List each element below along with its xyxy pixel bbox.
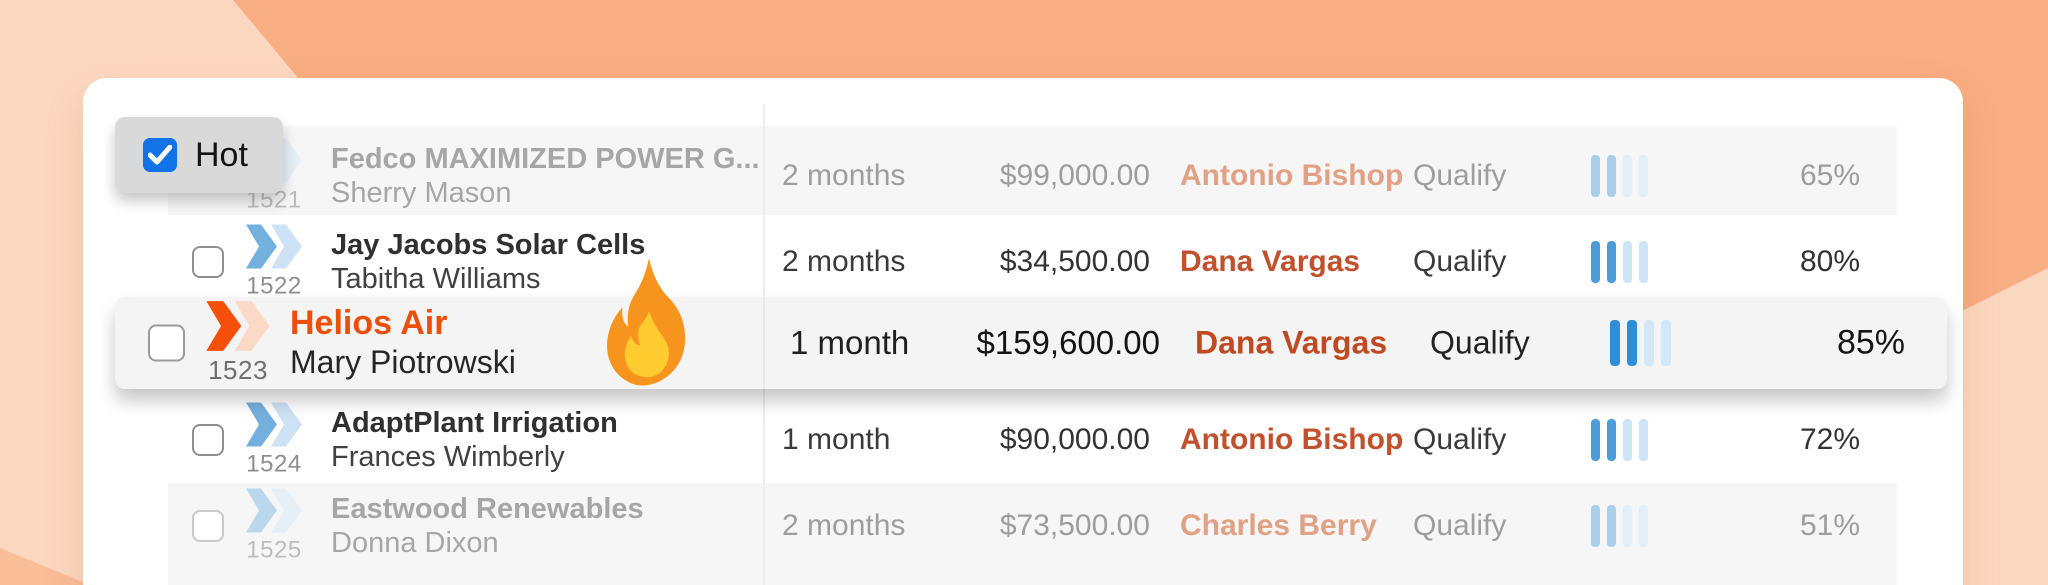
checked-checkbox-icon[interactable] [143,138,177,172]
contact-name: Donna Dixon [331,527,499,559]
column-divider [763,297,765,389]
amount-cell: $99,000.00 [999,159,1150,192]
table-row[interactable]: 1524 AdaptPlant Irrigation Frances Wimbe… [168,395,1897,485]
owner-cell: Dana Vargas [1195,324,1388,361]
deals-table-card: 1521 Fedco MAXIMIZED POWER G... Sherry M… [83,78,1963,585]
row-checkbox[interactable] [192,424,224,456]
owner-cell: Dana Vargas [1180,245,1361,278]
stage-cell: Qualify [1413,159,1507,192]
probability-bars [1610,320,1671,366]
deal-cell: Jay Jacobs Solar Cells Tabitha Williams [331,228,645,296]
win-percent: 72% [1799,423,1860,456]
win-percent: 80% [1799,245,1860,278]
deal-id: 1522 [246,272,302,300]
stage-cell: Qualify [1413,423,1507,456]
win-percent: 85% [1836,323,1905,362]
table-row-highlighted[interactable]: 1523 Helios Air Mary Piotrowski 1 month … [115,297,1947,389]
company-name: Eastwood Renewables [331,493,644,525]
deal-id: 1525 [246,536,302,564]
contact-name: Tabitha Williams [331,263,541,295]
amount-cell: $73,500.00 [999,509,1150,542]
amount-cell: $90,000.00 [999,423,1150,456]
row-checkbox[interactable] [192,510,224,542]
company-name: Jay Jacobs Solar Cells [331,229,646,261]
fire-icon [598,252,696,399]
hot-filter-label: Hot [195,135,248,174]
duration-cell: 2 months [782,245,906,278]
win-percent: 65% [1799,159,1860,192]
hot-filter-chip[interactable]: Hot [115,117,283,193]
win-percent: 51% [1799,509,1860,542]
amount-cell: $34,500.00 [999,245,1150,278]
owner-cell: Antonio Bishop [1180,423,1404,456]
deal-cell: AdaptPlant Irrigation Frances Wimberly [331,406,618,474]
contact-name: Mary Piotrowski [290,344,516,380]
probability-bars [1591,505,1648,547]
deal-cell: Helios Air Mary Piotrowski [290,304,516,382]
deal-id: 1523 [208,355,268,385]
deal-cell: Eastwood Renewables Donna Dixon [331,492,644,560]
probability-bars [1591,155,1648,197]
table-row[interactable]: 1525 Eastwood Renewables Donna Dixon 2 m… [168,481,1897,571]
duration-cell: 2 months [782,509,906,542]
table-row[interactable]: 1522 Jay Jacobs Solar Cells Tabitha Will… [168,217,1897,307]
row-checkbox[interactable] [148,324,185,362]
deal-cell: Fedco MAXIMIZED POWER G... Sherry Mason [331,142,760,210]
table-row[interactable]: 1521 Fedco MAXIMIZED POWER G... Sherry M… [168,131,1897,221]
deal-id: 1524 [246,450,302,478]
contact-name: Sherry Mason [331,177,512,209]
stage-chevron-icon: 1524 [242,402,306,479]
duration-cell: 2 months [782,159,906,192]
duration-cell: 1 month [790,324,910,361]
contact-name: Frances Wimberly [331,441,565,473]
amount-cell: $159,600.00 [976,324,1160,361]
stage-chevron-icon: 1523 [203,300,273,386]
stage-cell: Qualify [1430,324,1530,361]
stage-chevron-icon: 1525 [242,488,306,565]
row-checkbox[interactable] [192,246,224,278]
company-name: Fedco MAXIMIZED POWER G... [331,143,760,175]
stage-chevron-icon: 1522 [242,224,306,301]
probability-bars [1591,419,1648,461]
owner-cell: Charles Berry [1180,509,1377,542]
company-name: AdaptPlant Irrigation [331,407,618,439]
stage-cell: Qualify [1413,245,1507,278]
company-name: Helios Air [290,304,448,342]
probability-bars [1591,241,1648,283]
owner-cell: Antonio Bishop [1180,159,1404,192]
stage-cell: Qualify [1413,509,1507,542]
duration-cell: 1 month [782,423,891,456]
